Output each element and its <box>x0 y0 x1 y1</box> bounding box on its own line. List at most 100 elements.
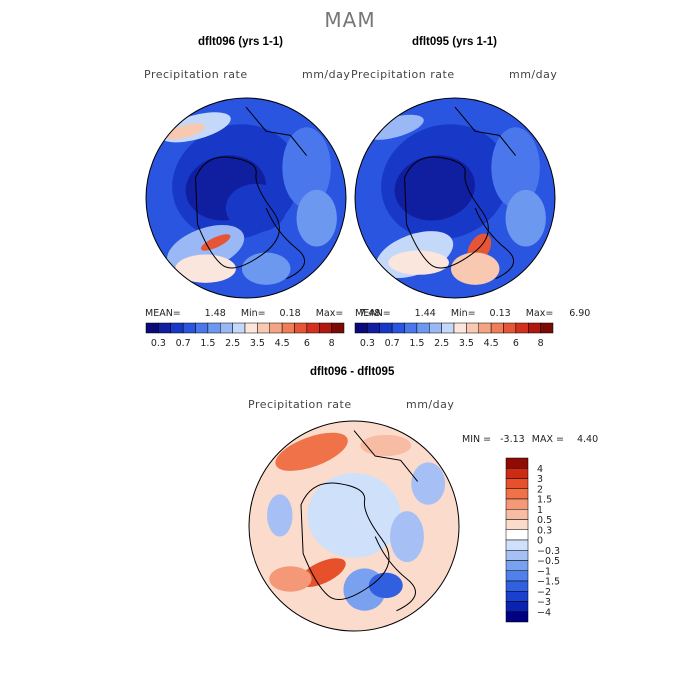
colorbar-tick-label: 8 <box>329 338 335 349</box>
colorbar-swatch <box>158 322 171 334</box>
colorbar-swatch <box>540 322 554 334</box>
panel1-polar-map <box>145 97 347 299</box>
precip-field <box>225 183 287 233</box>
panel1-mean-value: 1.48 <box>204 308 226 319</box>
colorbar-tick-label: −2 <box>537 587 551 598</box>
colorbar-tick-label: 1.5 <box>409 338 424 349</box>
precip-field <box>307 473 401 558</box>
precip-field <box>269 566 312 592</box>
precip-field <box>365 114 424 140</box>
colorbar-swatch <box>379 322 393 334</box>
colorbar-swatch <box>269 322 283 334</box>
diff-polar-map <box>248 420 460 632</box>
precip-field <box>360 434 412 457</box>
panel2-units-label: mm/day <box>509 68 558 81</box>
colorbar-tick-label: 4.5 <box>275 338 290 349</box>
colorbar-tick-label: 0.7 <box>176 338 191 349</box>
colorbar-tick-label: 0.5 <box>537 515 552 526</box>
colorbar-swatch <box>441 322 455 334</box>
panel2-title: dflt095 (yrs 1-1) <box>412 36 498 48</box>
diff-max-value: 4.40 <box>576 434 599 445</box>
map-border <box>354 97 556 299</box>
coastline <box>454 106 516 156</box>
coastline <box>374 536 416 612</box>
precip-field <box>411 462 446 505</box>
colorbar-tick-label: 6 <box>304 338 310 349</box>
colorbar-tick-label: −0.3 <box>537 546 560 557</box>
panel1-max-value: 7.48 <box>359 308 381 319</box>
panel1-units-label: mm/day <box>302 68 351 81</box>
colorbar-tick-label: −1.5 <box>537 577 560 588</box>
panel2-stats: MEAN= 1.44 Min= 0.13 Max= 6.90 <box>355 308 590 319</box>
colorbar-swatch <box>490 322 504 334</box>
panel2-min-label: Min= <box>450 308 476 319</box>
colorbar-swatch <box>145 322 159 334</box>
colorbar-swatch <box>391 322 405 334</box>
colorbar-swatch <box>207 322 221 334</box>
colorbar-swatch <box>220 322 233 334</box>
colorbar-tick-label: 3 <box>537 474 543 485</box>
precip-field <box>296 189 337 247</box>
precip-field <box>505 189 546 247</box>
precip-field <box>282 127 331 209</box>
panel2-min-value: 0.13 <box>489 308 511 319</box>
colorbar-swatch <box>515 322 529 334</box>
colorbar-swatch <box>294 322 308 334</box>
precip-field <box>390 511 424 563</box>
colorbar-swatch <box>505 539 529 551</box>
colorbar-tick-label: 1.5 <box>537 495 552 506</box>
diff-minmax: MIN = -3.13 MAX = 4.40 <box>462 434 598 445</box>
colorbar-swatch <box>503 322 517 334</box>
colorbar-swatch <box>505 498 529 510</box>
precip-field <box>368 572 403 599</box>
colorbar-swatch <box>505 560 529 571</box>
precip-field <box>267 494 293 537</box>
colorbar-tick-label: 8 <box>538 338 544 349</box>
colorbar-tick-label: 3.5 <box>459 338 474 349</box>
colorbar-tick-label: −3 <box>537 597 551 608</box>
colorbar-swatch <box>528 322 541 334</box>
colorbar-swatch <box>429 322 442 334</box>
coastline <box>474 207 515 280</box>
panel1-min-value: 0.18 <box>279 308 301 319</box>
panel2-max-label: Max= <box>525 308 554 319</box>
diff-variable-label: Precipitation rate <box>248 398 352 411</box>
diff-title: dflt096 - dflt095 <box>310 366 395 378</box>
colorbar-swatch <box>505 570 529 582</box>
coastline <box>245 106 307 156</box>
panel1-title: dflt096 (yrs 1-1) <box>198 36 284 48</box>
colorbar-swatch <box>306 322 320 334</box>
precip-field <box>175 254 236 283</box>
precip-field <box>241 252 291 285</box>
panel2-variable-label: Precipitation rate <box>351 68 455 81</box>
panel2-colorbar: 0.3 0.7 1.5 2.5 3.5 4.5 6 8 <box>354 322 554 349</box>
diff-min-value: -3.13 <box>500 434 525 445</box>
colorbar-swatch <box>505 468 529 479</box>
colorbar-swatch <box>505 601 529 612</box>
colorbar-tick-label: 0.3 <box>151 338 166 349</box>
colorbar-swatch <box>505 478 529 489</box>
colorbar-swatch <box>453 322 467 334</box>
colorbar-swatch <box>170 322 184 334</box>
precip-field <box>491 127 540 209</box>
colorbar-tick-label: 4 <box>537 464 543 475</box>
panel2-mean-value: 1.44 <box>414 308 436 319</box>
precip-field <box>450 252 500 285</box>
diff-min-label: MIN = <box>462 434 492 445</box>
precip-field <box>275 432 348 471</box>
coastline <box>265 207 306 280</box>
panel1-stats: MEAN= 1.48 Min= 0.18 Max= 7.48 <box>145 308 380 319</box>
coastline <box>194 156 280 269</box>
precip-field <box>388 250 449 275</box>
figure-title: MAM <box>324 8 376 32</box>
panel1-colorbar: 0.3 0.7 1.5 2.5 3.5 4.5 6 8 <box>145 322 345 349</box>
panel1-max-label: Max= <box>315 308 344 319</box>
colorbar-swatch <box>505 519 529 530</box>
colorbar-swatch <box>367 322 380 334</box>
panel1-mean-label: MEAN= <box>145 308 181 319</box>
colorbar-swatch <box>232 322 246 334</box>
colorbar-swatch <box>505 550 529 561</box>
coastline <box>300 482 390 600</box>
colorbar-tick-label: 2 <box>537 484 543 495</box>
